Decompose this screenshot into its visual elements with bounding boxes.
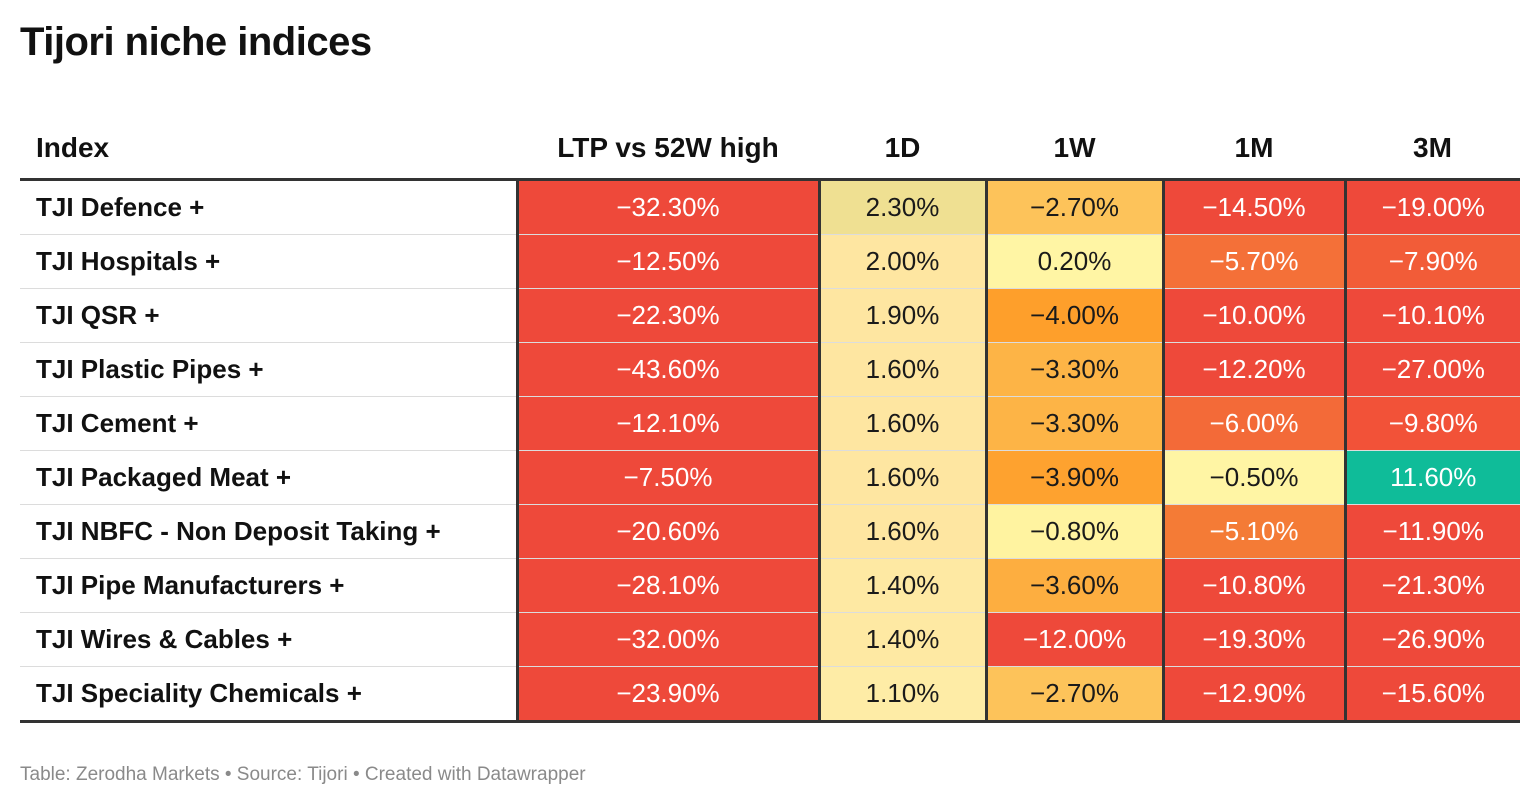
table-header: Index LTP vs 52W high 1D 1W 1M 3M <box>20 118 1520 181</box>
table-row: TJI NBFC - Non Deposit Taking + −20.60% 1.… <box>20 504 1520 559</box>
header-row: Index LTP vs 52W high 1D 1W 1M 3M <box>20 118 1520 181</box>
cell-3m: −26.90% <box>1345 612 1520 667</box>
cell-1m: −5.70% <box>1163 234 1347 289</box>
cell-3m: −9.80% <box>1345 396 1520 451</box>
cell-ltp-vs-52w-high: −12.10% <box>517 396 821 451</box>
table-row: TJI Cement + −12.10% 1.60% −3.30% −6.00% −9.8… <box>20 396 1520 451</box>
column-header-3m[interactable]: 3M <box>1345 118 1520 181</box>
cell-ltp-vs-52w-high: −32.30% <box>517 179 821 235</box>
cell-ltp-vs-52w-high: −43.60% <box>517 342 821 397</box>
cell-1w: −4.00% <box>986 288 1165 343</box>
table-body: TJI Defence + −32.30% 2.30% −2.70% −14.50% −1… <box>20 179 1520 723</box>
table-row: TJI Speciality Chemicals + −23.90% 1.10% −2… <box>20 666 1520 723</box>
cell-1m: −0.50% <box>1163 450 1347 505</box>
cell-3m: −21.30% <box>1345 558 1520 613</box>
cell-1w: −12.00% <box>986 612 1165 667</box>
row-label: TJI Plastic Pipes + <box>20 342 519 397</box>
cell-3m: −19.00% <box>1345 179 1520 235</box>
cell-1w: −2.70% <box>986 179 1165 235</box>
row-label: TJI Speciality Chemicals + <box>20 666 519 723</box>
cell-1m: −5.10% <box>1163 504 1347 559</box>
table-row: TJI QSR + −22.30% 1.90% −4.00% −10.00% −10.10… <box>20 288 1520 343</box>
cell-1d: 2.00% <box>819 234 988 289</box>
cell-1m: −10.00% <box>1163 288 1347 343</box>
table-row: TJI Packaged Meat + −7.50% 1.60% −3.90% −0.5… <box>20 450 1520 505</box>
column-header-index[interactable]: Index <box>20 118 517 181</box>
cell-3m: −15.60% <box>1345 666 1520 723</box>
table-row: TJI Wires & Cables + −32.00% 1.40% −12.00% −… <box>20 612 1520 667</box>
column-header-1m[interactable]: 1M <box>1163 118 1345 181</box>
cell-1d: 1.60% <box>819 342 988 397</box>
cell-3m: −7.90% <box>1345 234 1520 289</box>
cell-1w: 0.20% <box>986 234 1165 289</box>
cell-ltp-vs-52w-high: −7.50% <box>517 450 821 505</box>
footer-credit: Table: Zerodha Markets • Source: Tijori … <box>20 764 586 785</box>
cell-1m: −10.80% <box>1163 558 1347 613</box>
cell-1m: −19.30% <box>1163 612 1347 667</box>
cell-ltp-vs-52w-high: −20.60% <box>517 504 821 559</box>
row-label: TJI NBFC - Non Deposit Taking + <box>20 504 519 559</box>
row-label: TJI Defence + <box>20 179 519 235</box>
cell-3m: −27.00% <box>1345 342 1520 397</box>
cell-1d: 1.40% <box>819 612 988 667</box>
cell-1d: 1.90% <box>819 288 988 343</box>
cell-1m: −12.90% <box>1163 666 1347 723</box>
cell-1d: 1.60% <box>819 450 988 505</box>
cell-1d: 1.40% <box>819 558 988 613</box>
cell-ltp-vs-52w-high: −12.50% <box>517 234 821 289</box>
cell-1d: 2.30% <box>819 179 988 235</box>
column-header-1d[interactable]: 1D <box>819 118 986 181</box>
cell-1m: −6.00% <box>1163 396 1347 451</box>
row-label: TJI Pipe Manufacturers + <box>20 558 519 613</box>
column-header-1w[interactable]: 1W <box>986 118 1163 181</box>
table-row: TJI Plastic Pipes + −43.60% 1.60% −3.30% −12… <box>20 342 1520 397</box>
cell-3m: −11.90% <box>1345 504 1520 559</box>
cell-3m: −10.10% <box>1345 288 1520 343</box>
cell-ltp-vs-52w-high: −28.10% <box>517 558 821 613</box>
cell-1w: −3.30% <box>986 396 1165 451</box>
row-label: TJI QSR + <box>20 288 519 343</box>
column-header-ltp-vs-52w-high[interactable]: LTP vs 52W high <box>517 118 819 181</box>
cell-1w: −3.90% <box>986 450 1165 505</box>
row-label: TJI Hospitals + <box>20 234 519 289</box>
cell-ltp-vs-52w-high: −22.30% <box>517 288 821 343</box>
cell-1w: −2.70% <box>986 666 1165 723</box>
row-label: TJI Wires & Cables + <box>20 612 519 667</box>
row-label: TJI Packaged Meat + <box>20 450 519 505</box>
cell-1w: −3.60% <box>986 558 1165 613</box>
heatmap-table: Index LTP vs 52W high 1D 1W 1M 3M TJI De… <box>20 118 1520 723</box>
table-row: TJI Hospitals + −12.50% 2.00% 0.20% −5.70% −7… <box>20 234 1520 289</box>
row-label: TJI Cement + <box>20 396 519 451</box>
cell-ltp-vs-52w-high: −32.00% <box>517 612 821 667</box>
cell-1w: −0.80% <box>986 504 1165 559</box>
cell-1d: 1.60% <box>819 504 988 559</box>
chart-title: Tijori niche indices <box>20 20 372 64</box>
table-row: TJI Defence + −32.30% 2.30% −2.70% −14.50% −1… <box>20 179 1520 235</box>
cell-1d: 1.60% <box>819 396 988 451</box>
cell-3m: 11.60% <box>1345 450 1520 505</box>
table-row: TJI Pipe Manufacturers + −28.10% 1.40% −3.6… <box>20 558 1520 613</box>
cell-1m: −14.50% <box>1163 179 1347 235</box>
cell-1d: 1.10% <box>819 666 988 723</box>
cell-1w: −3.30% <box>986 342 1165 397</box>
cell-1m: −12.20% <box>1163 342 1347 397</box>
cell-ltp-vs-52w-high: −23.90% <box>517 666 821 723</box>
